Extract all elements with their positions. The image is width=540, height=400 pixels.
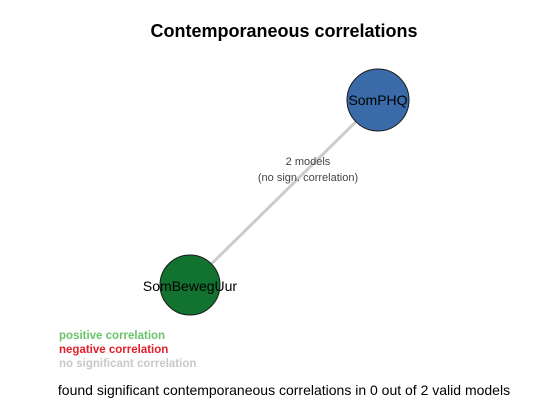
legend-negative: negative correlation: [59, 344, 168, 356]
edge-label-significance: (no sign. correlation): [258, 172, 358, 184]
edge-label-models: 2 models: [286, 156, 331, 168]
plot-title: Contemporaneous correlations: [150, 21, 417, 41]
edge-line: [188, 98, 380, 287]
legend-none: no significant correlation: [59, 358, 196, 370]
node-label-somphq: SomPHQ: [348, 92, 407, 108]
footer-summary: found significant contemporaneous correl…: [58, 382, 510, 398]
node-label-sombeweguur: SomBewegUur: [143, 278, 237, 294]
node-somphq[interactable]: [346, 68, 410, 132]
node-sombeweguur[interactable]: [159, 254, 221, 316]
legend-positive: positive correlation: [59, 330, 165, 342]
